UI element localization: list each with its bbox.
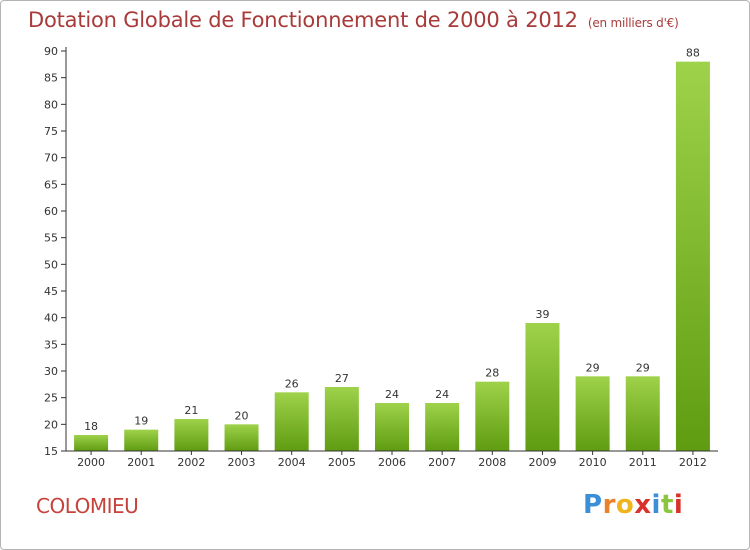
bar-value-label: 18: [84, 420, 98, 433]
y-tick-label: 75: [44, 125, 58, 138]
logo-letter: P: [583, 490, 603, 520]
x-tick-label: 2009: [528, 456, 556, 469]
logo-letter: x: [634, 490, 652, 520]
y-tick-label: 50: [44, 258, 58, 271]
y-axis: 15 20 25 30 35 40 45 50 55 60 65 70 75 80 85 90: [44, 45, 67, 458]
y-tick-label: 80: [44, 98, 58, 111]
y-tick-label: 15: [44, 445, 58, 458]
bar: [625, 376, 660, 451]
x-tick-label: 2007: [428, 456, 456, 469]
chart-title-text: Dotation Globale de Fonctionnement de 20…: [28, 8, 578, 32]
y-tick-label: 90: [44, 45, 58, 58]
bar: [475, 381, 510, 451]
x-tick-label: 2004: [278, 456, 306, 469]
y-tick-label: 85: [44, 72, 58, 85]
y-tick-label: 65: [44, 178, 58, 191]
y-tick-label: 20: [44, 418, 58, 431]
logo-letter: o: [615, 490, 635, 520]
bar: [224, 424, 259, 451]
logo-letter: i: [651, 490, 661, 520]
bar: [324, 387, 359, 451]
x-tick-label: 2012: [679, 456, 707, 469]
x-tick-label: 2005: [328, 456, 356, 469]
y-tick-label: 45: [44, 285, 58, 298]
chart-title: Dotation Globale de Fonctionnement de 20…: [28, 8, 679, 32]
bar-value-label: 24: [435, 388, 449, 401]
bar-value-label: 19: [134, 415, 148, 428]
x-tick-label: 2011: [629, 456, 657, 469]
y-tick-label: 35: [44, 338, 58, 351]
bar: [425, 403, 460, 451]
bar-value-label: 29: [636, 361, 650, 374]
logo-letter: i: [673, 490, 684, 520]
y-tick-label: 30: [44, 365, 58, 378]
bar-value-label: 39: [535, 308, 549, 321]
proxiti-logo: Proxiti: [583, 490, 683, 520]
y-tick-label: 70: [44, 152, 58, 165]
bar: [525, 323, 560, 451]
x-tick-label: 2008: [478, 456, 506, 469]
bar: [675, 61, 710, 452]
y-tick-label: 55: [44, 232, 58, 245]
bar: [575, 376, 610, 451]
bar: [174, 419, 209, 451]
y-tick-label: 40: [44, 312, 58, 325]
bar-value-label: 20: [235, 409, 249, 422]
x-tick-label: 2002: [177, 456, 205, 469]
bar-value-label: 29: [586, 361, 600, 374]
bar: [74, 435, 109, 451]
x-tick-label: 2006: [378, 456, 406, 469]
x-axis: 2000 2001 2002 2003 2004 2005 2006 2007 2008 2009…: [66, 450, 718, 469]
x-tick-label: 2010: [579, 456, 607, 469]
bar-series: 18 19 21 20 26 27 24 24 28 39 29 29 88: [74, 47, 710, 452]
x-tick-label: 2000: [77, 456, 105, 469]
bar-value-label: 88: [686, 47, 700, 60]
bar: [274, 392, 309, 451]
x-tick-label: 2001: [127, 456, 155, 469]
unit-note: (en milliers d'€): [587, 16, 679, 30]
bar: [124, 429, 159, 451]
logo-letter: r: [602, 490, 616, 520]
logo-letter: t: [660, 490, 674, 520]
y-tick-label: 60: [44, 205, 58, 218]
bar-value-label: 21: [184, 404, 198, 417]
bar-value-label: 28: [485, 367, 499, 380]
commune-name: COLOMIEU: [36, 494, 139, 518]
y-tick-label: 25: [44, 392, 58, 405]
bar: [375, 403, 409, 451]
bar-value-label: 24: [385, 388, 399, 401]
bar-value-label: 26: [285, 377, 299, 390]
bar-value-label: 27: [335, 372, 349, 385]
x-tick-label: 2003: [228, 456, 256, 469]
